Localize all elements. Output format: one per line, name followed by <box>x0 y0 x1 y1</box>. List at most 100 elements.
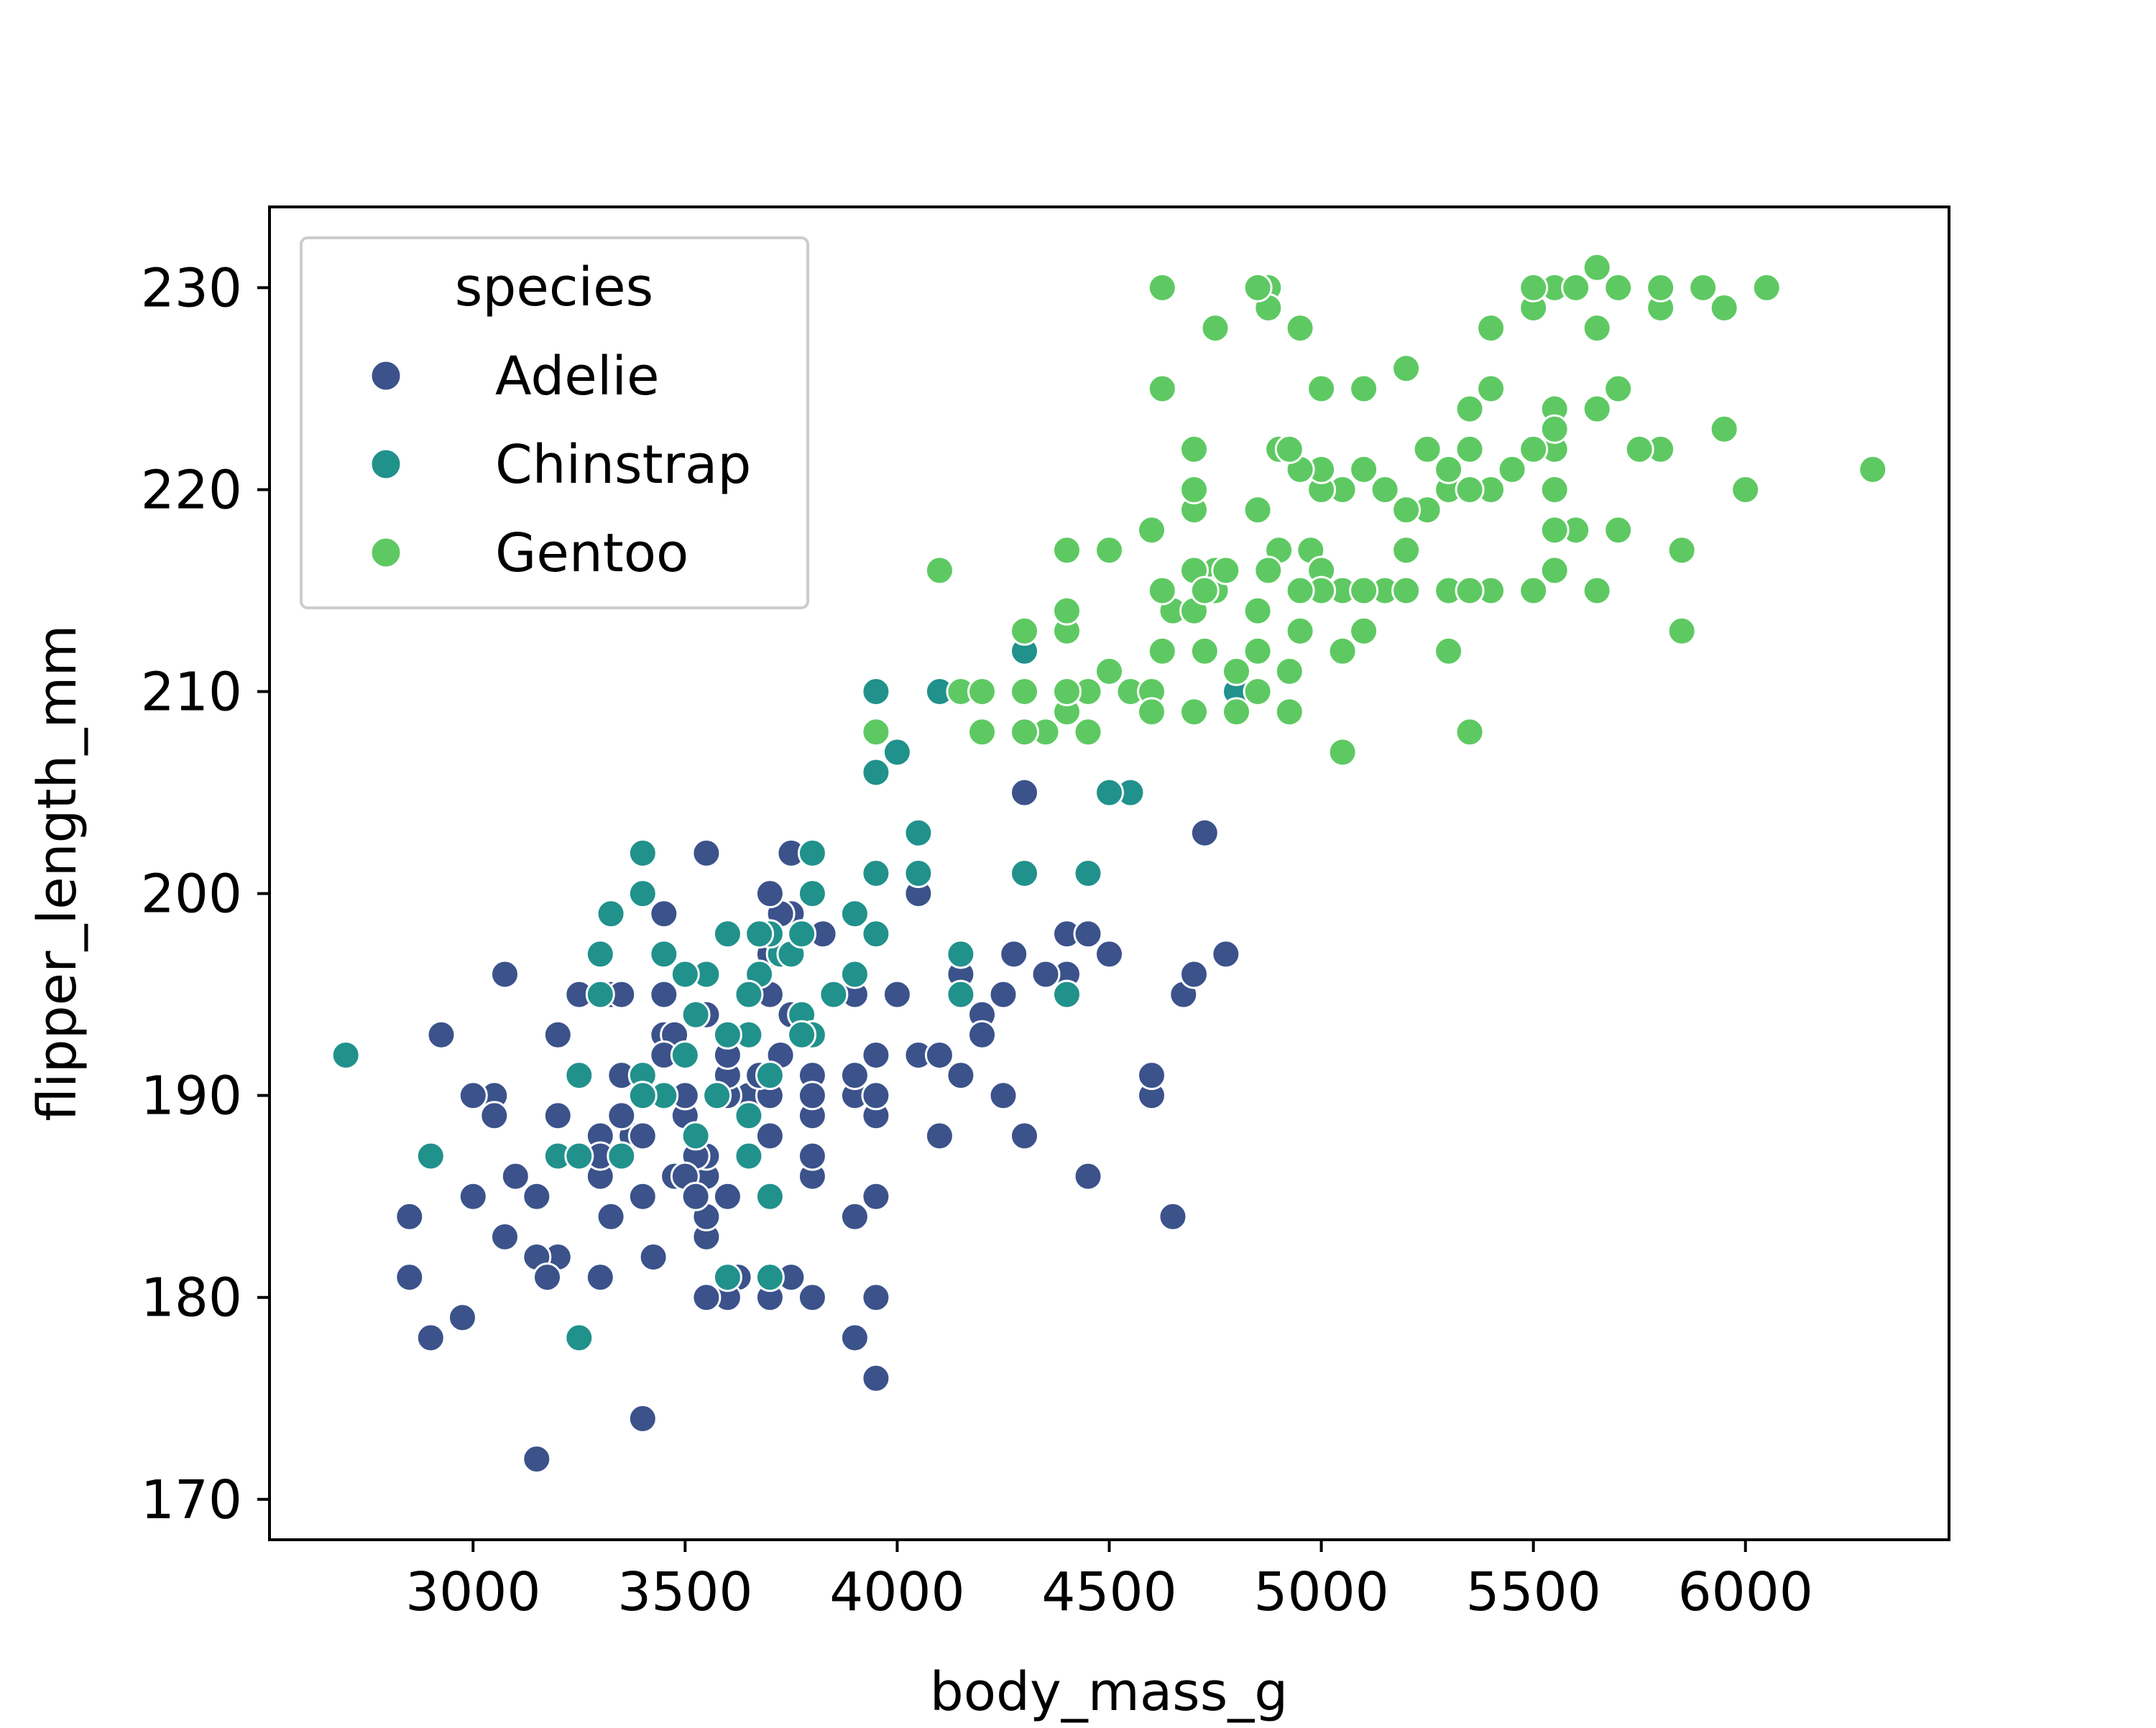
point-adelie <box>1158 1201 1188 1232</box>
point-adelie <box>627 1121 658 1151</box>
point-adelie <box>638 1242 668 1272</box>
point-gentoo <box>1189 636 1220 666</box>
point-gentoo <box>924 555 954 586</box>
point-chinstrap <box>712 919 742 949</box>
point-chinstrap <box>627 838 658 868</box>
point-gentoo <box>1010 616 1039 646</box>
point-gentoo <box>1731 475 1761 504</box>
point-adelie <box>861 1081 891 1111</box>
point-gentoo <box>1667 535 1697 565</box>
point-adelie <box>1073 919 1103 949</box>
point-adelie <box>490 1221 520 1252</box>
point-adelie <box>861 1040 891 1070</box>
point-gentoo <box>1476 374 1506 404</box>
point-adelie <box>1211 939 1241 969</box>
point-gentoo <box>1667 616 1697 646</box>
x-axis: 3000 3500 4000 4500 5000 5500 6000 <box>405 1540 1813 1623</box>
point-gentoo <box>1688 272 1718 302</box>
point-chinstrap <box>734 1101 764 1131</box>
point-gentoo <box>1137 697 1166 727</box>
x-tick-label: 3500 <box>617 1561 752 1623</box>
point-chinstrap <box>627 879 658 909</box>
point-gentoo <box>1243 677 1273 706</box>
point-gentoo <box>1519 576 1549 606</box>
point-gentoo <box>1179 475 1209 504</box>
point-adelie <box>458 1081 488 1111</box>
point-chinstrap <box>839 899 870 929</box>
point-gentoo <box>1476 313 1506 343</box>
point-adelie <box>999 939 1029 969</box>
point-gentoo <box>1349 616 1379 646</box>
legend-title: species <box>455 257 653 318</box>
point-adelie <box>1137 1061 1166 1091</box>
point-chinstrap <box>681 1121 711 1151</box>
point-adelie <box>797 1081 827 1111</box>
point-adelie <box>797 1141 827 1171</box>
y-axis-label: flipper_length_mm <box>27 624 88 1121</box>
point-gentoo <box>1222 656 1251 686</box>
x-tick-label: 3000 <box>405 1561 540 1623</box>
point-chinstrap <box>745 919 775 949</box>
point-gentoo <box>1147 374 1177 404</box>
point-adelie <box>500 1161 530 1191</box>
legend-marker-adelie <box>369 359 402 392</box>
point-adelie <box>839 1061 870 1091</box>
point-gentoo <box>1095 656 1124 686</box>
x-tick-label: 4000 <box>829 1561 964 1623</box>
legend-label-adelie: Adelie <box>495 346 659 407</box>
point-adelie <box>797 1283 827 1313</box>
point-gentoo <box>1274 434 1304 464</box>
point-gentoo <box>1455 394 1485 424</box>
legend-entries: Adelie Chinstrap Gentoo <box>369 346 751 584</box>
legend-label-chinstrap: Chinstrap <box>495 434 751 496</box>
point-gentoo <box>1646 272 1676 302</box>
point-gentoo <box>1189 576 1220 606</box>
x-tick-label: 5500 <box>1465 1561 1600 1623</box>
point-gentoo <box>1243 596 1273 626</box>
point-gentoo <box>1285 576 1315 606</box>
point-chinstrap <box>734 1141 764 1171</box>
point-gentoo <box>1603 515 1634 545</box>
point-gentoo <box>1582 576 1612 606</box>
point-chinstrap <box>882 737 912 767</box>
legend-frame <box>300 236 809 609</box>
point-adelie <box>522 1444 552 1474</box>
y-tick-label: 170 <box>141 1469 242 1531</box>
y-tick-label: 190 <box>141 1066 242 1127</box>
point-gentoo <box>1274 697 1304 727</box>
point-gentoo <box>1010 717 1039 747</box>
point-gentoo <box>1179 697 1209 727</box>
point-adelie <box>1031 959 1061 989</box>
point-gentoo <box>1349 454 1379 484</box>
y-tick-label: 200 <box>141 864 242 925</box>
point-chinstrap <box>564 1323 594 1353</box>
point-chinstrap <box>797 838 827 868</box>
point-gentoo <box>1327 636 1358 666</box>
point-chinstrap <box>755 1061 785 1091</box>
point-chinstrap <box>585 939 615 969</box>
point-gentoo <box>1052 596 1082 626</box>
legend-marker-gentoo <box>369 536 402 569</box>
point-chinstrap <box>585 979 615 1009</box>
point-gentoo <box>1582 394 1612 424</box>
point-chinstrap <box>712 1262 742 1293</box>
point-gentoo <box>861 717 891 747</box>
point-adelie <box>681 1181 711 1211</box>
point-chinstrap <box>681 999 711 1030</box>
point-gentoo <box>1052 535 1082 565</box>
point-gentoo <box>1307 374 1337 404</box>
point-gentoo <box>1519 272 1549 302</box>
point-adelie <box>924 1040 954 1070</box>
point-chinstrap <box>564 1141 594 1171</box>
point-gentoo <box>1073 717 1103 747</box>
point-adelie <box>1010 777 1039 808</box>
point-gentoo <box>1285 616 1315 646</box>
point-chinstrap <box>564 1061 594 1091</box>
point-adelie <box>395 1201 425 1232</box>
point-chinstrap <box>787 919 817 949</box>
point-chinstrap <box>861 859 891 888</box>
point-gentoo <box>1137 515 1166 545</box>
point-chinstrap <box>946 939 976 969</box>
point-adelie <box>1189 818 1220 848</box>
